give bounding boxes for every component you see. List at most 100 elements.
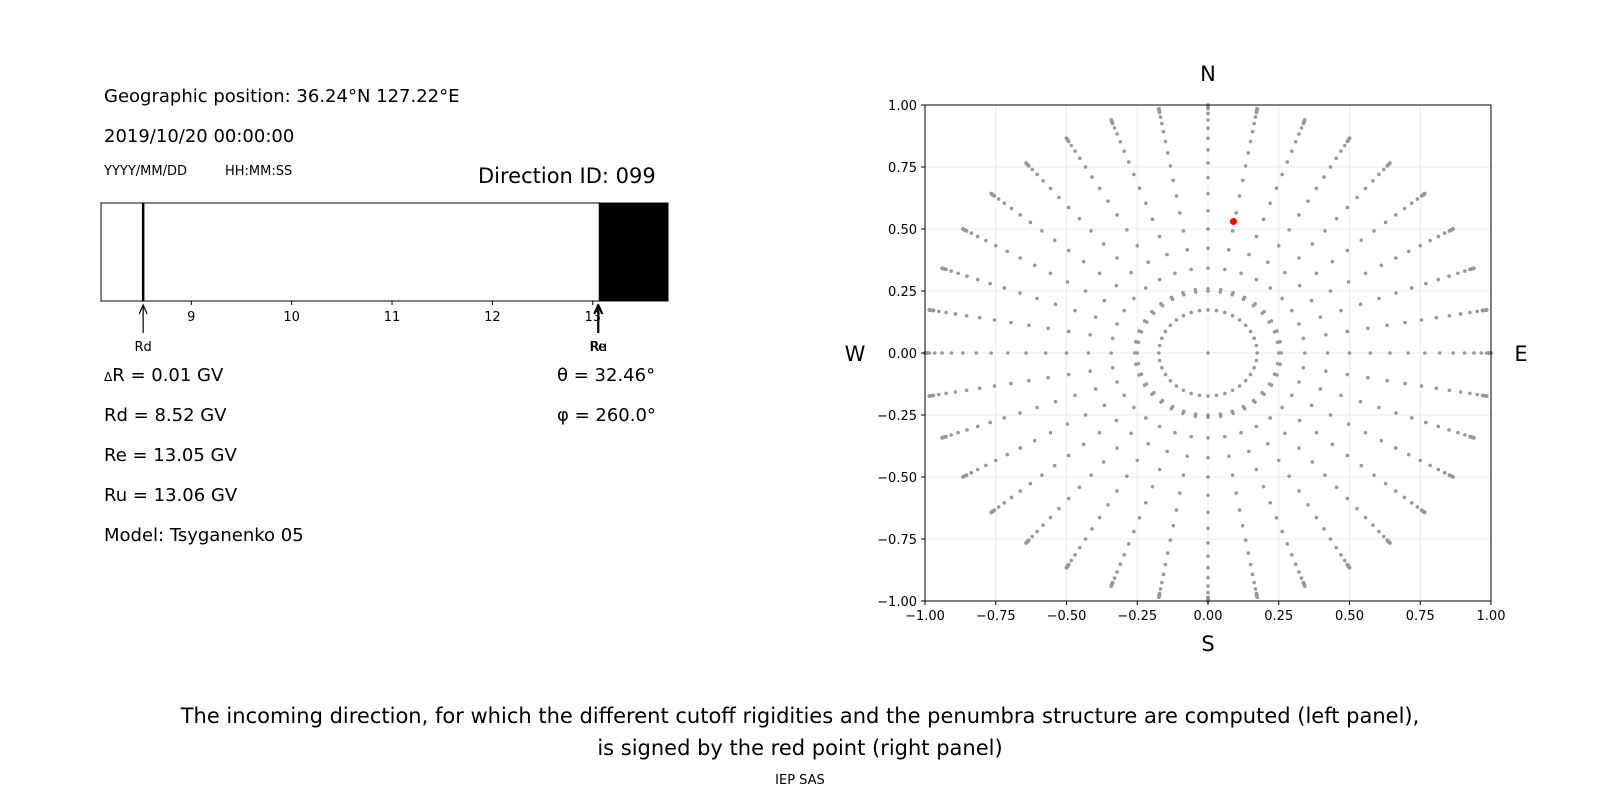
grid-point-459 [974, 351, 978, 355]
grid-point-357 [1052, 238, 1057, 243]
grid-point-849 [1451, 475, 1455, 479]
grid-point-53 [1318, 315, 1323, 319]
grid-point-906 [1241, 297, 1246, 302]
grid-point-502 [1115, 380, 1119, 384]
grid-point-482 [1009, 381, 1013, 386]
grid-point-280 [1150, 217, 1155, 222]
penumbra-tick-label-1: 10 [283, 310, 300, 325]
grid-point-4 [1347, 351, 1352, 355]
grid-point-110 [1393, 213, 1398, 217]
grid-point-163 [1342, 143, 1347, 148]
grid-point-81 [1363, 271, 1368, 276]
grid-point-402 [1115, 322, 1119, 326]
grid-point-437 [944, 310, 948, 315]
grid-point-774 [1347, 565, 1352, 570]
grid-point-32 [1403, 320, 1407, 325]
grid-point-259 [1165, 151, 1170, 155]
grid-point-451 [1132, 351, 1137, 355]
grid-point-49 [1484, 308, 1489, 312]
grid-point-353 [1114, 283, 1119, 288]
grid-point-559 [1028, 481, 1033, 486]
grid-point-100 [1243, 323, 1248, 328]
grid-point-250 [1197, 308, 1202, 313]
grid-point-536 [984, 463, 988, 468]
grid-point-375 [1163, 329, 1168, 334]
grid-point-138 [1381, 167, 1386, 172]
grid-point-786 [1371, 523, 1375, 527]
theta-value: θ = 32.46° [557, 365, 656, 386]
grid-point-6 [1388, 351, 1392, 355]
direction-id: Direction ID: 099 [478, 164, 656, 188]
grid-point-530 [1065, 422, 1070, 426]
y-tick-label-1: 0.75 [888, 161, 917, 176]
grid-point-824 [1422, 510, 1427, 515]
grid-point-178 [1247, 252, 1251, 257]
grid-point-934 [1272, 372, 1277, 377]
grid-point-200 [1214, 308, 1219, 313]
grid-point-174 [1347, 136, 1352, 141]
grid-point-261 [1161, 129, 1166, 134]
grid-point-112 [1409, 201, 1414, 206]
grid-point-275 [1189, 310, 1193, 315]
grid-point-585 [1048, 515, 1053, 520]
grid-point-135 [1363, 186, 1368, 191]
grid-point-360 [1018, 213, 1023, 217]
grid-point-832 [1379, 438, 1384, 443]
grid-point-531 [1048, 430, 1053, 435]
grid-point-854 [1339, 393, 1343, 398]
grid-point-627 [1173, 430, 1177, 435]
grid-point-208 [1243, 164, 1248, 168]
grid-point-749 [1302, 584, 1307, 588]
grid-point-113 [1415, 197, 1420, 201]
grid-point-483 [992, 384, 997, 388]
grid-point-278 [1165, 252, 1169, 257]
grid-point-337 [1035, 172, 1039, 177]
grid-point-152 [1254, 277, 1259, 282]
grid-point-124 [1422, 191, 1427, 196]
grid-point-808 [1372, 473, 1376, 477]
grid-point-1 [1279, 351, 1284, 355]
x-tick-label-2: −0.50 [1047, 609, 1087, 624]
grid-point-429 [1066, 329, 1071, 334]
grid-point-902 [1272, 329, 1277, 334]
grid-point-161 [1334, 156, 1339, 161]
grid-point-158 [1314, 186, 1319, 191]
grid-point-507 [1018, 411, 1022, 415]
grid-point-179 [1254, 234, 1259, 239]
grid-point-607 [1106, 503, 1110, 507]
grid-point-678 [1206, 456, 1210, 460]
grid-point-30 [1366, 326, 1370, 331]
grid-point-450 [1157, 351, 1161, 355]
grid-point-874 [1472, 436, 1476, 440]
grid-point-858 [1409, 416, 1414, 420]
grid-point-209 [1246, 151, 1251, 155]
y-tick-label-3: 0.25 [888, 285, 917, 300]
grid-point-438 [936, 309, 941, 314]
grid-point-463 [932, 351, 937, 355]
grid-point-487 [944, 391, 948, 396]
marker-arrowhead-re [593, 303, 603, 315]
grid-point-809 [1383, 481, 1388, 486]
grid-point-688 [1206, 590, 1210, 595]
grid-point-899 [1484, 394, 1489, 398]
grid-point-750 [1230, 388, 1235, 393]
grid-point-800 [1243, 378, 1248, 383]
grid-point-685 [1206, 565, 1210, 570]
grid-point-233 [1206, 161, 1210, 165]
grid-point-309 [1090, 175, 1094, 179]
grid-point-408 [1002, 286, 1007, 290]
grid-point-684 [1206, 554, 1210, 558]
grid-point-599 [1024, 541, 1028, 545]
grid-point-25 [1254, 343, 1259, 348]
grid-point-652 [1189, 434, 1193, 439]
grid-point-686 [1206, 575, 1210, 580]
penumbra-tick-label-0: 9 [187, 310, 195, 325]
grid-point-486 [953, 390, 958, 394]
grid-point-481 [1027, 378, 1031, 383]
grid-point-661 [1161, 572, 1166, 577]
grid-point-535 [993, 458, 998, 463]
grid-point-54 [1339, 308, 1343, 313]
grid-point-103 [1297, 283, 1302, 288]
grid-point-34 [1434, 315, 1439, 320]
